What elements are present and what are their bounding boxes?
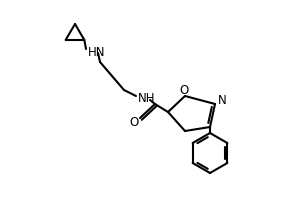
Text: O: O (129, 116, 139, 129)
Text: N: N (218, 95, 226, 108)
Text: NH: NH (138, 92, 155, 104)
Text: HN: HN (88, 46, 106, 58)
Text: O: O (179, 84, 189, 97)
